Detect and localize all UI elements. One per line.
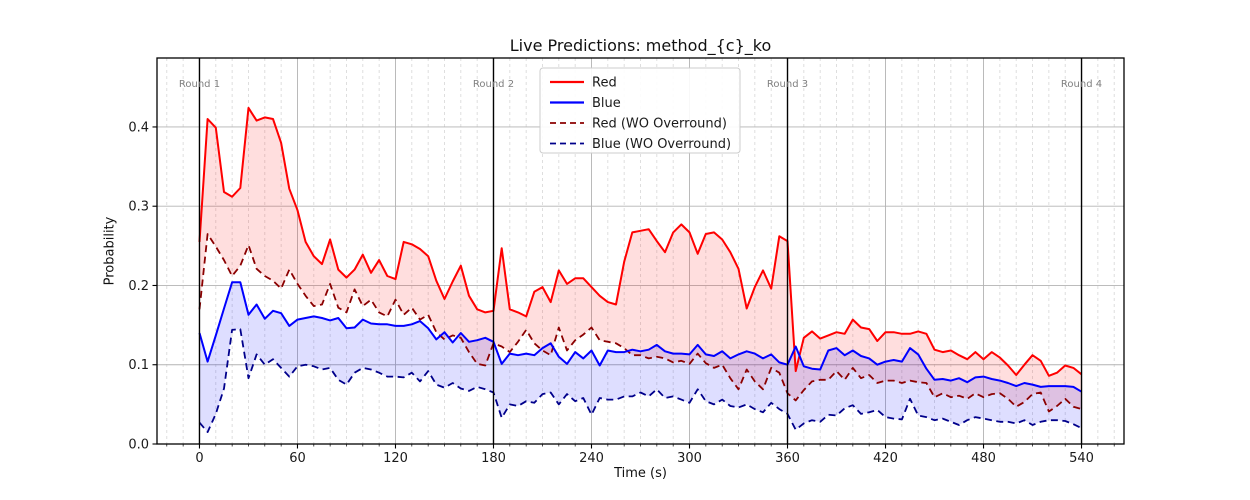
x-tick-label: 240: [579, 451, 604, 466]
y-tick-label: 0.2: [128, 279, 149, 294]
series-line-blue: [198, 281, 1083, 393]
legend-entry-label: Red (WO Overround): [592, 117, 727, 132]
y-tick-label: 0.3: [128, 200, 149, 215]
x-tick-label: 120: [383, 451, 408, 466]
x-tick-label: 360: [775, 451, 800, 466]
round-marker-label: Round 4: [1061, 79, 1102, 90]
blue-band-fill: [199, 282, 1082, 433]
red-band-fill: [199, 107, 1082, 412]
y-tick-label: 0.1: [128, 358, 149, 373]
legend-entry-label: Blue (WO Overround): [592, 137, 731, 152]
x-tick-label: 180: [481, 451, 506, 466]
series-line-red: [198, 106, 1083, 377]
series-line-blue-wo-overround: [198, 328, 1082, 434]
round-markers: [198, 58, 1083, 444]
series-line-red-wo-overround: [198, 233, 1082, 413]
x-tick-label: 0: [195, 451, 203, 466]
x-tick-label: 60: [289, 451, 306, 466]
grid-minor: [166, 58, 1115, 444]
round-marker-label: Round 2: [473, 79, 514, 90]
x-tick-label: 540: [1069, 451, 1094, 466]
x-tick-label: 480: [971, 451, 996, 466]
y-tick-label: 0.0: [128, 438, 149, 453]
legend-entry-label: Red: [592, 76, 617, 91]
axis-ticks: [152, 126, 1115, 449]
legend: [539, 67, 741, 154]
legend-box: [539, 67, 741, 154]
x-axis-label: Time (s): [614, 466, 667, 481]
y-axis-label: Probability: [102, 216, 118, 286]
round-marker-label: Round 3: [767, 79, 808, 90]
chart-title: Live Predictions: method_{c}_ko: [509, 36, 772, 55]
y-tick-label: 0.4: [128, 120, 149, 135]
legend-entry-label: Blue: [592, 96, 621, 111]
x-tick-label: 300: [677, 451, 702, 466]
round-marker-label: Round 1: [179, 79, 220, 90]
x-tick-label: 420: [873, 451, 898, 466]
